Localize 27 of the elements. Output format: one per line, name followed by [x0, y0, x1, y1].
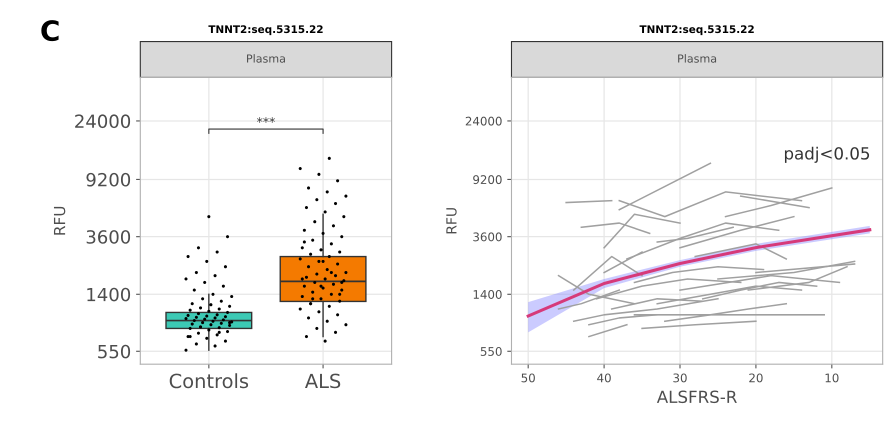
annotation: padj<0.05: [784, 146, 870, 163]
x-tick-label: Controls: [170, 373, 248, 388]
x-tick-label: ALS: [304, 374, 340, 388]
x-tick-label: 30: [673, 373, 687, 382]
x-tick-label: 20: [749, 373, 763, 382]
x-tick-label: 10: [826, 373, 839, 382]
annotation: ***: [256, 117, 275, 123]
y-tick-label: 1400: [87, 288, 130, 302]
y-tick-label: 3600: [473, 232, 502, 242]
chart-subtitle: Plasma: [247, 54, 285, 63]
y-tick-label: 550: [98, 344, 130, 358]
y-tick-label: 9200: [473, 175, 502, 184]
x-tick-label: 50: [522, 373, 535, 382]
y-tick-label: 24000: [466, 116, 502, 126]
chart-title: TNNT2:seq.5315.22: [640, 25, 754, 36]
x-axis-title: ALSFRS-R: [656, 390, 737, 404]
y-tick-label: 1400: [474, 290, 502, 299]
chart-subtitle: Plasma: [678, 54, 716, 63]
y-tick-label: 24000: [75, 114, 130, 128]
x-tick-label: 40: [597, 373, 611, 382]
text: C: [41, 20, 59, 42]
y-tick-label: 3600: [86, 230, 130, 244]
chart-title: TNNT2:seq.5315.22: [208, 25, 323, 36]
y-tick-label: 550: [480, 347, 502, 356]
y-tick-label: 9200: [86, 172, 130, 187]
y-axis-title: RFU: [446, 208, 457, 234]
y-axis-title: RFU: [54, 206, 66, 235]
